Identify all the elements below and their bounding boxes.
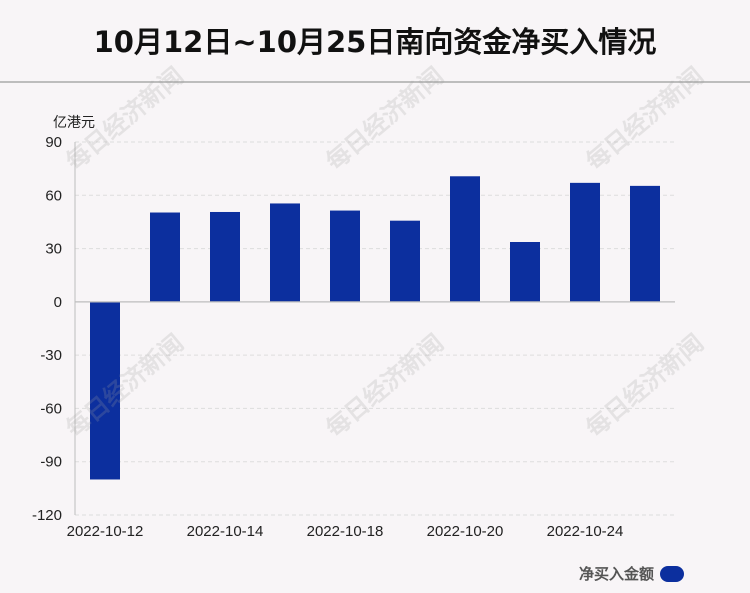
y-axis-unit-label: 亿港元	[53, 115, 95, 131]
bar	[450, 176, 480, 302]
bar	[270, 203, 300, 302]
axes	[74, 142, 675, 515]
x-tick-label: 2022-10-18	[307, 523, 384, 540]
x-tick-label: 2022-10-12	[67, 523, 144, 540]
y-tick-label: 0	[54, 294, 62, 311]
bar	[150, 212, 180, 302]
bar	[90, 301, 120, 480]
y-tick-label: -30	[40, 347, 62, 364]
x-tick-label: 2022-10-20	[427, 523, 504, 540]
y-tick-label: -90	[40, 454, 62, 471]
bars	[90, 176, 660, 480]
y-tick-label: 60	[45, 187, 62, 204]
y-tick-label: 90	[45, 134, 62, 151]
legend: 净买入金额	[579, 563, 684, 584]
bar	[630, 185, 660, 302]
legend-swatch	[660, 565, 684, 582]
bar	[570, 182, 600, 302]
bar	[390, 220, 420, 302]
legend-label: 净买入金额	[578, 565, 654, 583]
x-tick-label: 2022-10-24	[547, 523, 624, 540]
y-tick-labels: 90 60 30 0 -30 -60 -90 -120	[32, 134, 62, 524]
x-tick-labels: 2022-10-12 2022-10-14 2022-10-18 2022-10-20…	[67, 523, 624, 540]
chart-title: 10月12日~10月25日南向资金净买入情况	[93, 25, 657, 59]
y-tick-label: -60	[40, 400, 62, 417]
y-tick-label: 30	[45, 241, 62, 258]
x-tick-label: 2022-10-14	[187, 523, 264, 540]
bar	[510, 241, 540, 302]
bar	[330, 210, 360, 302]
title-divider	[0, 81, 750, 83]
bar	[210, 211, 240, 302]
y-tick-label: -120	[32, 507, 62, 524]
